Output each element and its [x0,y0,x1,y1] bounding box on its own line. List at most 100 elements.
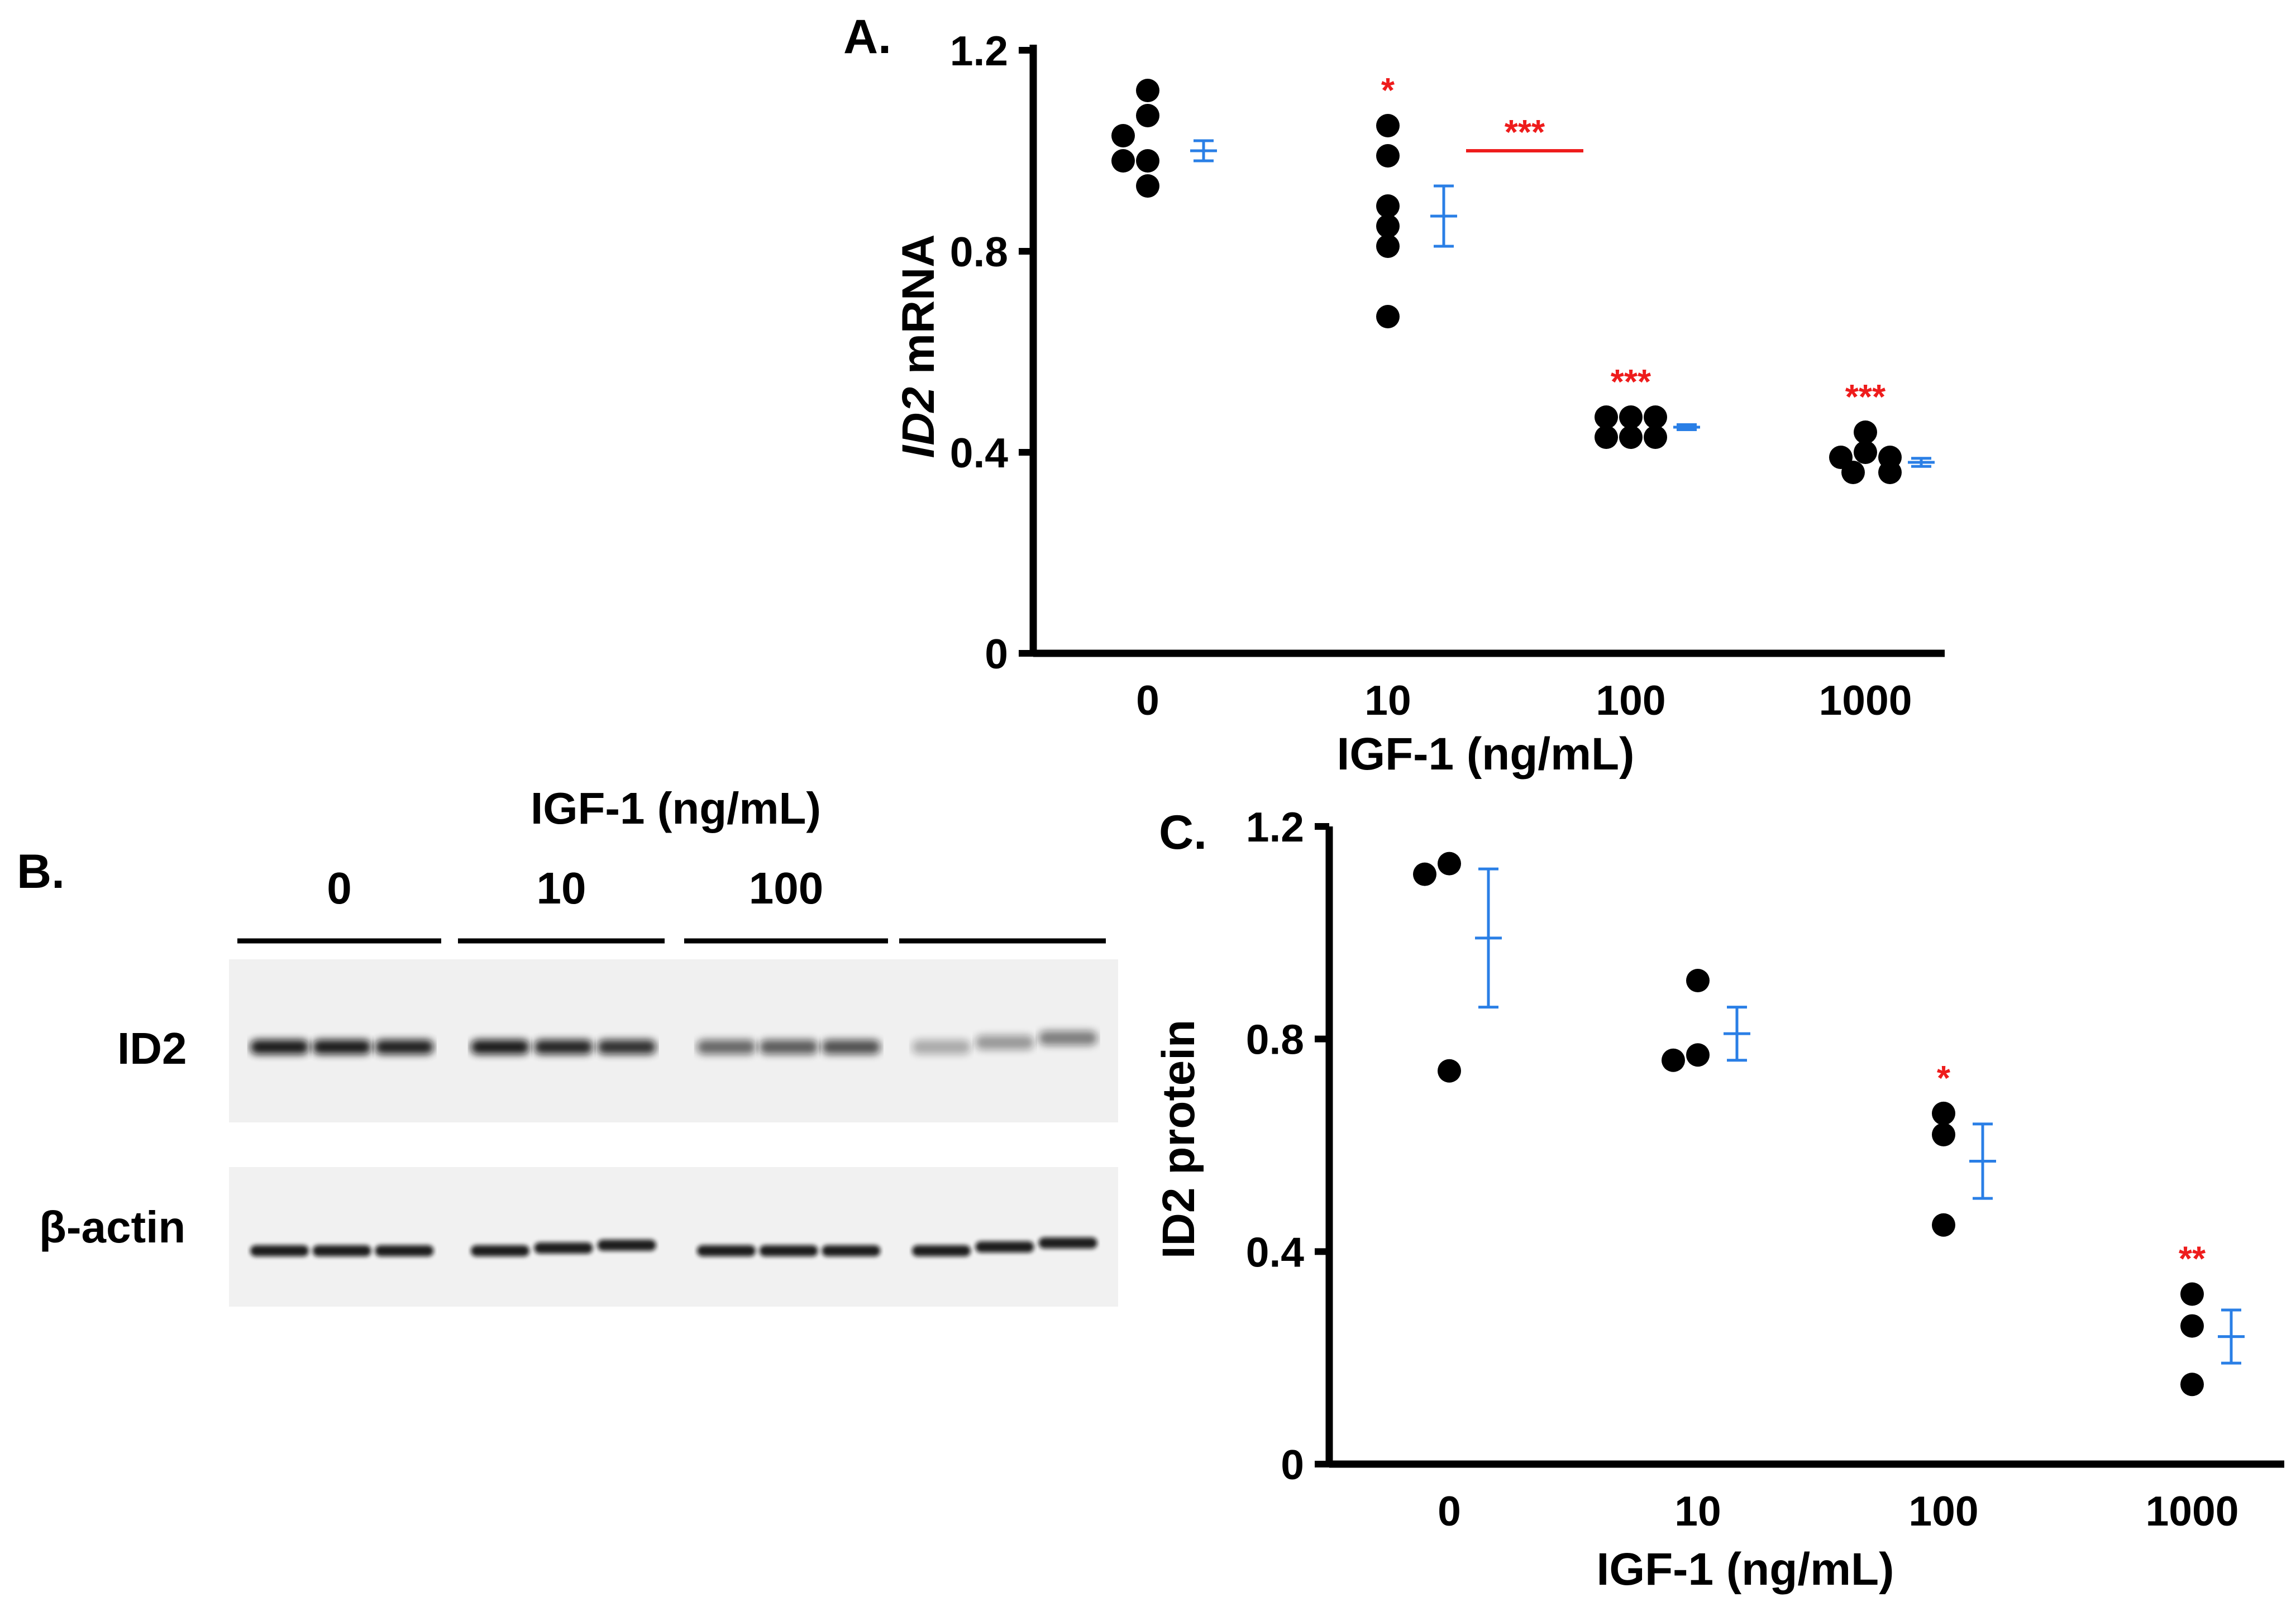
a-data-point [1376,235,1400,258]
a-data-point [1376,194,1400,218]
c-significance-marker: ** [2179,1240,2206,1278]
a-x-tick-label: 0 [1136,677,1159,724]
actin-band [375,1245,434,1256]
actin-band [312,1245,371,1256]
c-data-point [1686,1043,1710,1067]
c-x-tick-label: 1000 [2146,1488,2239,1534]
blot-lane-group-label: 0 [327,863,352,913]
actin-band [250,1245,309,1256]
c-x-tick-label: 0 [1438,1488,1461,1534]
c-x-tick-label: 100 [1908,1488,1978,1534]
a-data-point [1111,124,1135,147]
a-data-point [1376,305,1400,328]
c-data-point [2180,1282,2204,1306]
c-data-point [2180,1373,2204,1397]
c-data-point [1438,852,1461,876]
a-data-point [1136,79,1159,102]
blot-lane-group-label: 100 [749,863,823,913]
panel-a-x-axis-title: IGF-1 (ng/mL) [1337,729,1635,780]
id2-blot-membrane [229,959,1118,1122]
c-data-point [1932,1101,1955,1125]
c-data-point [1438,1059,1461,1083]
a-significance-marker: *** [1611,363,1651,401]
id2-band [822,1040,881,1054]
panel-b-western-blot: B. IGF-1 (ng/mL) 0 10 100 ID2 β-actin [17,783,1118,1307]
actin-band [975,1241,1034,1252]
blot-header: IGF-1 (ng/mL) [531,783,821,833]
id2-band [597,1040,656,1054]
blot-row-label-actin: β-actin [39,1202,185,1252]
a-data-point [1878,461,1902,484]
id2-band [250,1040,309,1054]
id2-band [1038,1031,1097,1045]
panel-a-y-axis-title-rest: mRNA [893,235,944,387]
actin-band [822,1245,881,1256]
actin-band [759,1245,818,1256]
a-significance-marker: *** [1845,378,1886,417]
blot-lane-group-label: 10 [537,863,586,913]
a-data-point [1136,149,1159,173]
c-y-tick-label: 1.2 [1246,804,1304,850]
a-y-tick-label: 0.8 [950,228,1008,275]
a-data-point [1376,144,1400,168]
c-data-point [1932,1213,1955,1237]
id2-band [975,1035,1034,1050]
panel-a-chart: A. 00.40.81.2 0 10 100 1000 *** **** *** IGF… [843,10,1945,780]
id2-band [375,1040,434,1054]
panel-a-y-axis-title: ID2 mRNA [893,235,944,458]
c-data-point [1662,1048,1685,1072]
id2-band [534,1040,593,1054]
a-data-point [1644,405,1667,429]
c-data-point [2180,1314,2204,1338]
a-data-point [1595,405,1618,429]
a-y-tick-label: 1.2 [950,27,1008,74]
c-significance-marker: * [1937,1059,1951,1098]
a-data-point [1136,104,1159,127]
c-y-tick-label: 0.8 [1246,1016,1304,1063]
a-y-tick-label: 0.4 [950,429,1009,476]
id2-band [759,1040,818,1054]
id2-band [697,1040,756,1054]
actin-band [697,1245,756,1256]
actin-blot-membrane [229,1167,1118,1307]
panel-c-y-axis-title: ID2 protein [1153,1020,1204,1259]
a-data-point [1854,420,1877,444]
c-data-point [1932,1122,1955,1146]
id2-band [471,1040,529,1054]
actin-band [534,1242,593,1254]
c-y-tick-label: 0.4 [1246,1228,1305,1275]
a-data-point [1841,461,1865,484]
a-x-tick-label: 100 [1596,677,1665,724]
a-x-tick-label: 1000 [1819,677,1912,724]
panel-b-label: B. [17,845,65,898]
a-y-tick-label: 0 [985,630,1008,677]
a-data-point [1376,114,1400,137]
c-data-point [1686,968,1710,992]
panel-a-y-axis-title-italic: ID2 [893,387,944,458]
panel-a-label: A. [843,10,891,64]
panel-c-label: C. [1159,806,1207,859]
a-data-point [1644,425,1667,449]
a-significance-marker: * [1381,71,1395,110]
a-data-point [1854,441,1877,464]
a-data-point [1376,214,1400,238]
a-data-point [1619,425,1643,449]
panel-c-chart: C. 00.40.81.2 0 10 100 1000 *** IGF-1 (ng/m… [1153,804,2284,1595]
actin-band [912,1245,971,1256]
id2-band [912,1040,971,1054]
actin-band [597,1240,656,1251]
a-data-point [1595,425,1618,449]
a-data-point [1136,174,1159,198]
c-y-tick-label: 0 [1281,1441,1304,1488]
blot-row-label-id2: ID2 [117,1024,187,1073]
a-x-tick-label: 10 [1364,677,1411,724]
a-data-point [1111,149,1135,173]
a-comparison-significance: *** [1505,113,1545,152]
id2-band [312,1040,371,1054]
actin-band [471,1245,529,1256]
c-x-tick-label: 10 [1674,1488,1721,1534]
a-data-point [1619,405,1643,429]
c-data-point [1413,862,1436,886]
actin-band [1038,1237,1097,1249]
